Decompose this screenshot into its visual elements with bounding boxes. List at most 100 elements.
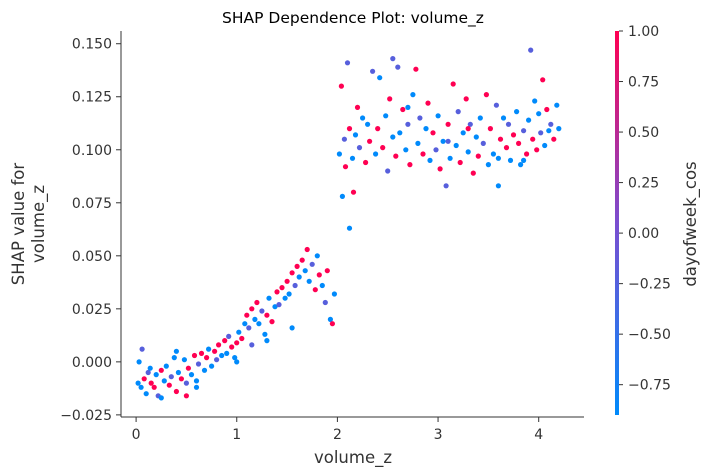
data-point <box>546 128 552 134</box>
data-point <box>331 291 337 297</box>
data-point <box>249 342 255 348</box>
data-point <box>312 287 318 293</box>
y-tick-label: 0.000 <box>72 355 112 371</box>
data-point <box>304 246 310 253</box>
data-point <box>346 225 353 231</box>
x-axis-ticks: 0 1 2 3 4 <box>132 417 543 443</box>
data-point <box>518 162 524 168</box>
x-tick-label: 0 <box>132 427 141 443</box>
data-point <box>470 170 476 176</box>
data-point <box>163 363 169 369</box>
data-point <box>551 136 557 142</box>
data-point <box>327 316 333 322</box>
data-point <box>147 365 153 371</box>
data-point <box>370 68 376 74</box>
data-point <box>272 304 278 310</box>
data-point <box>367 138 373 144</box>
data-point <box>493 102 499 108</box>
colorbar-label: dayofweek_cos <box>681 161 701 286</box>
x-tick-label: 4 <box>534 427 543 443</box>
data-point <box>219 352 225 359</box>
data-point <box>246 325 252 331</box>
data-point <box>306 278 312 284</box>
data-point <box>198 350 205 356</box>
data-point <box>349 155 356 161</box>
data-point <box>294 263 300 269</box>
data-point <box>284 278 290 284</box>
data-point <box>158 367 164 373</box>
x-tick-label: 3 <box>434 427 443 443</box>
data-point <box>175 369 181 376</box>
colorbar-tick-label: −0.50 <box>628 327 671 343</box>
y-tick-label: 0.025 <box>72 302 112 318</box>
data-point <box>532 98 538 104</box>
data-point <box>256 321 262 327</box>
data-point <box>530 136 536 142</box>
y-axis-label-line1: SHAP value for <box>9 163 28 286</box>
x-tick-label: 1 <box>232 427 241 443</box>
data-point <box>460 130 466 136</box>
data-point <box>457 159 463 166</box>
data-point <box>286 291 292 297</box>
data-point <box>490 151 496 157</box>
data-point <box>193 378 200 384</box>
data-point <box>360 115 366 121</box>
data-point <box>316 272 322 278</box>
data-point <box>440 138 446 144</box>
data-point <box>420 151 426 157</box>
data-point <box>433 147 439 153</box>
data-point <box>538 130 544 136</box>
y-tick-label: 0.125 <box>72 90 112 106</box>
data-point <box>556 126 562 132</box>
data-point <box>135 380 141 386</box>
data-point <box>536 111 542 117</box>
data-point <box>423 126 429 132</box>
y-axis-label-line2: volume_z <box>29 185 49 263</box>
data-point <box>443 183 449 189</box>
data-point <box>385 168 391 174</box>
data-point <box>463 96 469 102</box>
data-point <box>232 355 238 361</box>
data-point <box>487 126 493 132</box>
data-point <box>397 130 403 136</box>
data-point <box>249 306 255 312</box>
data-point <box>262 331 268 337</box>
data-point <box>338 83 344 89</box>
data-point <box>141 376 147 382</box>
data-point <box>395 64 401 70</box>
colorbar-ticks: 1.00 0.75 0.50 0.25 0.00 −0.25 −0.50 −0.75 <box>619 24 671 394</box>
data-point <box>224 350 230 356</box>
data-point <box>185 365 191 371</box>
data-point <box>138 384 144 390</box>
data-point <box>266 295 272 301</box>
data-point <box>341 136 347 142</box>
data-point <box>342 164 349 170</box>
data-point <box>264 312 270 318</box>
data-point <box>178 376 184 382</box>
data-point <box>201 367 208 373</box>
data-point <box>435 113 441 119</box>
data-point <box>136 359 142 365</box>
data-point <box>322 299 328 306</box>
data-point <box>226 333 232 339</box>
data-point <box>276 302 282 308</box>
data-point <box>314 253 320 259</box>
colorbar <box>615 31 619 415</box>
data-point <box>548 121 554 127</box>
data-point <box>302 268 308 274</box>
data-point <box>407 162 413 168</box>
data-point <box>393 153 399 159</box>
data-point <box>495 155 501 161</box>
data-point <box>168 374 174 380</box>
data-point <box>507 157 514 163</box>
data-point <box>365 121 371 127</box>
data-point <box>473 134 479 140</box>
data-point <box>234 340 240 346</box>
data-point <box>239 335 245 342</box>
data-point <box>516 140 522 146</box>
x-axis-label: volume_z <box>314 448 392 468</box>
data-point <box>356 145 363 151</box>
data-point <box>390 56 396 62</box>
data-point <box>455 109 461 115</box>
data-point <box>148 380 154 386</box>
